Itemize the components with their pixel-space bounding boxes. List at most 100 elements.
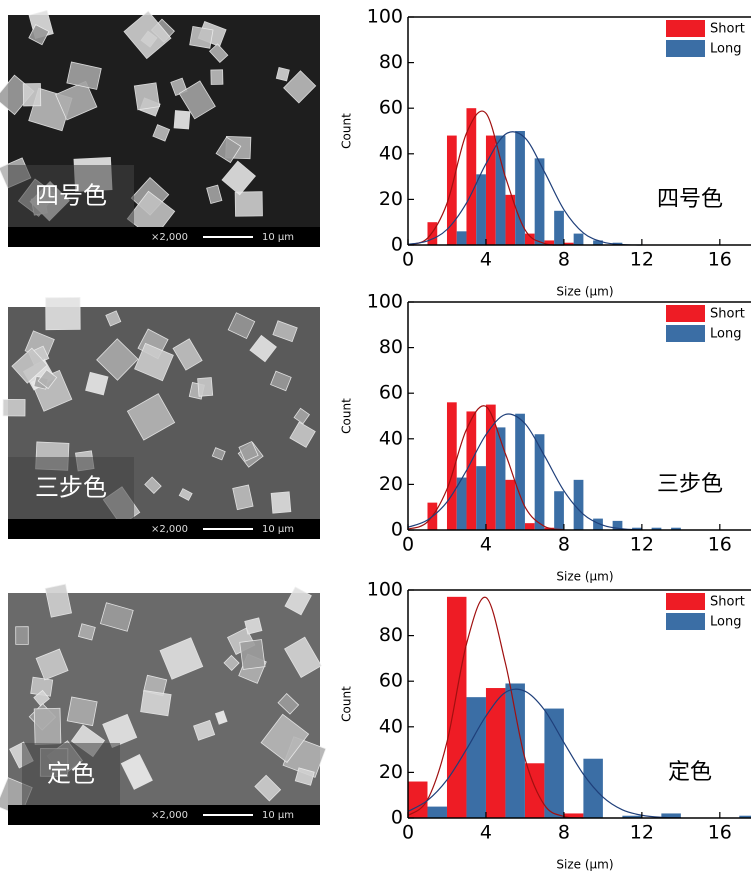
crystal [23,84,41,106]
image-label: 定色 [47,754,95,789]
image-label: 三步色 [35,468,107,503]
x-tick-label: 12 [630,249,654,271]
y-tick-label: 60 [379,670,403,692]
crystal [198,378,213,397]
crystal [245,618,262,634]
x-axis-label: Size (μm) [556,858,613,872]
annotation: 三步色 [657,466,723,498]
scale-label: 10 μm [262,524,294,535]
y-tick-label: 60 [379,382,403,404]
bar [505,480,515,530]
x-tick-label: 4 [480,249,492,271]
y-tick-label: 40 [379,427,403,449]
bar [457,231,467,245]
legend-swatch [666,20,705,37]
x-tick-label: 8 [558,534,570,556]
x-axis-label: Size (μm) [556,570,613,584]
y-axis-label: Count [340,398,354,434]
bar [447,402,457,530]
bar [535,158,545,245]
scale-label: 10 μm [262,232,294,243]
x-tick-label: 8 [558,249,570,271]
bar [486,688,505,818]
crystal [235,192,262,217]
legend-swatch [666,593,705,610]
bar [496,427,506,530]
crystal [34,708,61,744]
sem-image: 定色 ×2,000 10 μm [0,584,326,825]
y-tick-label: 20 [379,761,403,783]
bar [408,782,427,818]
bar [554,491,564,530]
x-tick-label: 4 [480,822,492,844]
legend-label: Long [710,42,741,57]
bar [427,807,446,818]
crystal [174,111,190,129]
legend-label: Short [710,595,745,610]
bar [554,211,564,245]
legend-swatch [666,40,705,57]
figure: 四号色×2,00010 μm 三步色 ×2,000 10 μm 定色 ×2,000 10 μ… [0,0,751,874]
y-axis-label: Count [340,113,354,149]
x-tick-label: 16 [708,822,732,844]
y-tick-label: 80 [379,336,403,358]
crystal [240,640,265,670]
x-tick-label: 8 [558,822,570,844]
bar [525,763,544,818]
y-tick-label: 100 [367,579,403,601]
legend-swatch [666,305,705,322]
bar [505,683,524,818]
x-tick-label: 4 [480,534,492,556]
bar [447,597,466,818]
crystal [211,70,223,85]
legend-label: Long [710,615,741,630]
bar [486,136,496,245]
crystal [271,492,291,513]
y-tick-label: 60 [379,97,403,119]
crystal [46,298,81,330]
plot-area [408,108,642,245]
y-tick-label: 80 [379,624,403,646]
y-tick-label: 40 [379,142,403,164]
y-tick-label: 20 [379,473,403,495]
y-tick-label: 40 [379,715,403,737]
crystal [141,690,171,715]
bar [525,523,535,530]
bar [574,234,584,245]
bar [427,222,437,245]
x-tick-label: 12 [630,534,654,556]
legend-swatch [666,613,705,630]
sem-image: 三步色 ×2,000 10 μm [3,298,320,539]
bar [583,759,602,818]
x-tick-label: 0 [402,249,414,271]
annotation: 定色 [668,754,712,786]
legend-label: Short [710,22,745,37]
y-axis-label: Count [340,686,354,722]
crystal [276,67,289,80]
bar [476,466,486,530]
crystal [190,26,213,48]
crystal [86,372,108,394]
x-axis-label: Size (μm) [556,285,613,299]
crystal [3,399,25,416]
legend-label: Long [710,327,741,342]
bar [496,136,506,245]
scale-label: 10 μm [262,810,294,821]
legend-swatch [666,325,705,342]
crystal [67,697,97,726]
bar [515,414,525,530]
x-tick-label: 16 [708,534,732,556]
annotation: 四号色 [657,181,723,213]
magnification: ×2,000 [151,810,188,821]
legend-label: Short [710,307,745,322]
magnification: ×2,000 [151,524,188,535]
x-tick-label: 16 [708,249,732,271]
bar [466,697,485,818]
bar [535,434,545,530]
plot-area [408,402,681,530]
bar [466,411,476,530]
